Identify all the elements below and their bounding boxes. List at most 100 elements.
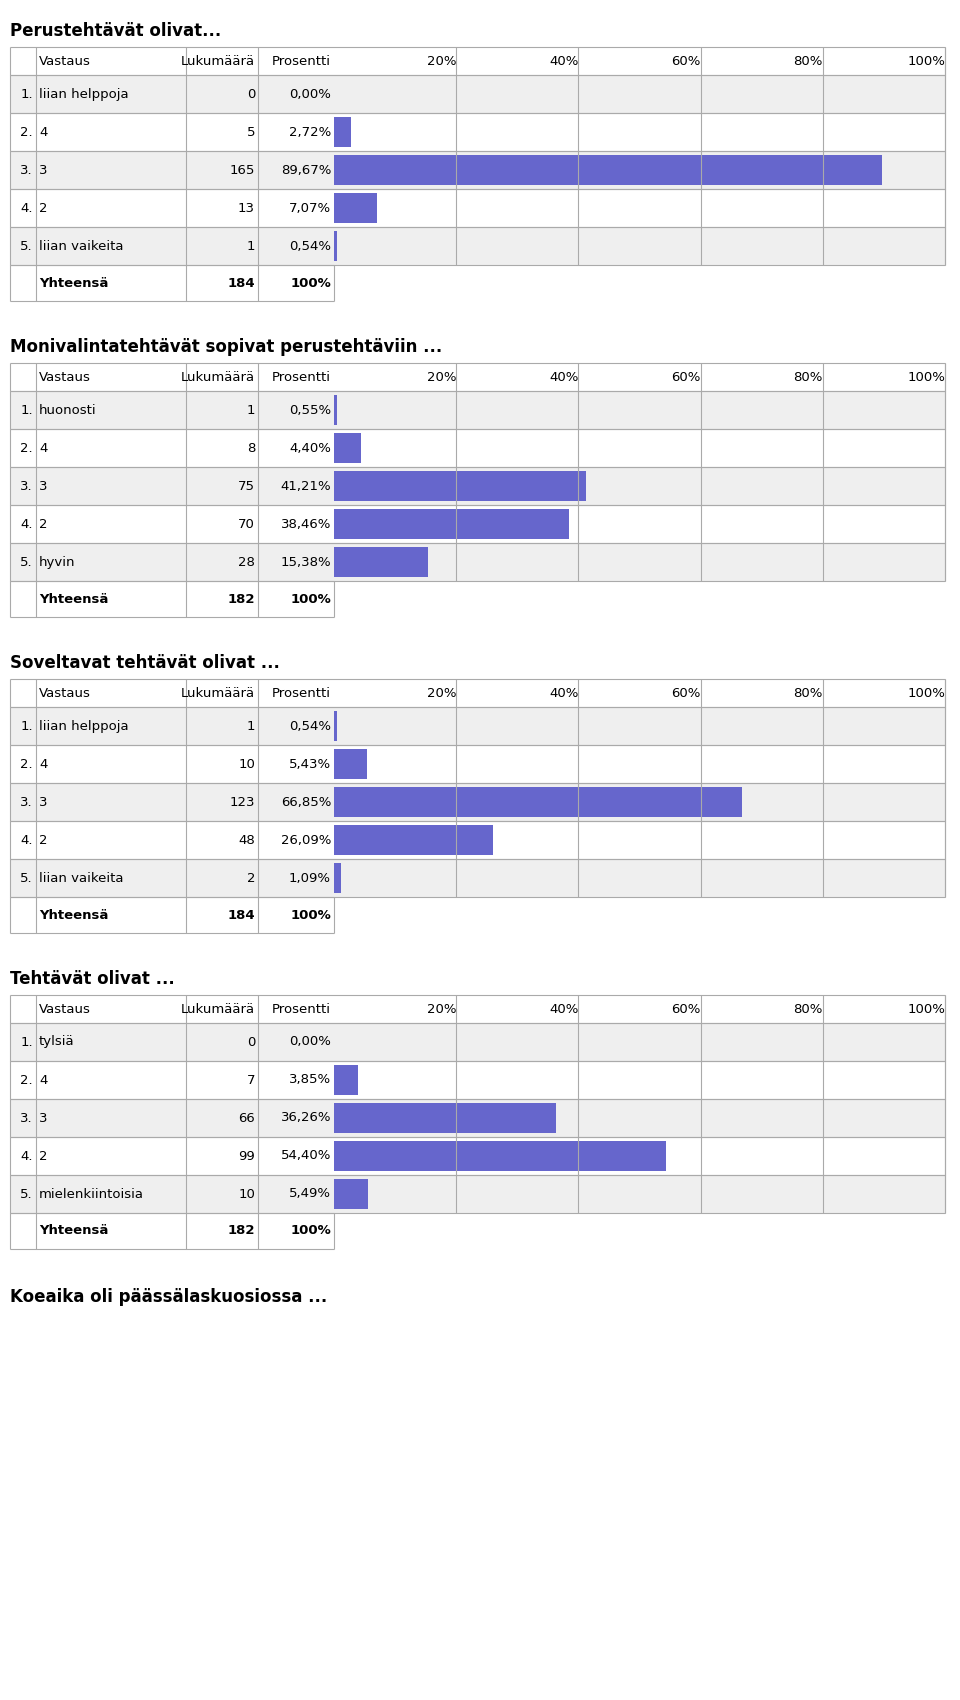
- Text: 66,85%: 66,85%: [280, 796, 331, 809]
- Text: 80%: 80%: [793, 54, 823, 68]
- Text: 3: 3: [39, 163, 47, 177]
- Bar: [334, 1103, 556, 1132]
- Text: 3.: 3.: [20, 163, 33, 177]
- Bar: [10, 228, 945, 265]
- Text: 100%: 100%: [907, 687, 945, 699]
- Text: 4.: 4.: [20, 1149, 33, 1163]
- Text: 4: 4: [39, 1073, 47, 1086]
- Text: hyvin: hyvin: [39, 556, 76, 568]
- Text: liian helppoja: liian helppoja: [39, 719, 129, 733]
- Bar: [10, 505, 945, 542]
- Text: Yhteensä: Yhteensä: [39, 593, 108, 605]
- Text: 0,54%: 0,54%: [289, 240, 331, 253]
- Text: 40%: 40%: [549, 1003, 578, 1015]
- Text: 40%: 40%: [549, 371, 578, 384]
- Text: Lukumäärä: Lukumäärä: [180, 1003, 255, 1015]
- Bar: [10, 1214, 334, 1250]
- Bar: [10, 784, 945, 821]
- Bar: [334, 194, 377, 223]
- Text: 100%: 100%: [290, 1224, 331, 1238]
- Text: 2: 2: [39, 833, 47, 847]
- Text: Prosentti: Prosentti: [272, 54, 331, 68]
- Text: 40%: 40%: [549, 54, 578, 68]
- Text: 100%: 100%: [907, 1003, 945, 1015]
- Text: 4,40%: 4,40%: [289, 442, 331, 454]
- Text: Tehtävät olivat ...: Tehtävät olivat ...: [10, 971, 175, 988]
- Bar: [334, 1180, 368, 1209]
- Text: 8: 8: [247, 442, 255, 454]
- Text: 0: 0: [247, 87, 255, 100]
- Text: huonosti: huonosti: [39, 403, 97, 416]
- Text: tylsiä: tylsiä: [39, 1035, 75, 1049]
- Text: 38,46%: 38,46%: [280, 517, 331, 530]
- Text: Lukumäärä: Lukumäärä: [180, 687, 255, 699]
- Bar: [10, 994, 945, 1023]
- Text: 36,26%: 36,26%: [280, 1112, 331, 1124]
- Bar: [10, 898, 334, 933]
- Bar: [10, 112, 945, 151]
- Bar: [10, 391, 945, 428]
- Text: 182: 182: [228, 1224, 255, 1238]
- Text: Lukumäärä: Lukumäärä: [180, 371, 255, 384]
- Text: 5: 5: [247, 126, 255, 138]
- Text: 10: 10: [238, 1188, 255, 1200]
- Bar: [10, 75, 945, 112]
- Text: 3: 3: [39, 479, 47, 493]
- Bar: [334, 547, 428, 576]
- Text: 60%: 60%: [671, 1003, 701, 1015]
- Text: 5,43%: 5,43%: [289, 758, 331, 770]
- Text: 3.: 3.: [20, 479, 33, 493]
- Bar: [10, 48, 945, 75]
- Bar: [334, 750, 367, 779]
- Text: 80%: 80%: [793, 1003, 823, 1015]
- Bar: [10, 1098, 945, 1137]
- Text: 1.: 1.: [20, 1035, 33, 1049]
- Text: 20%: 20%: [426, 687, 456, 699]
- Text: Yhteensä: Yhteensä: [39, 277, 108, 289]
- Text: 2.: 2.: [20, 758, 33, 770]
- Text: Prosentti: Prosentti: [272, 1003, 331, 1015]
- Text: Monivalintatehtävät sopivat perustehtäviin ...: Monivalintatehtävät sopivat perustehtävi…: [10, 338, 443, 355]
- Bar: [334, 787, 742, 818]
- Bar: [334, 864, 341, 892]
- Bar: [334, 508, 569, 539]
- Bar: [10, 678, 945, 707]
- Bar: [334, 711, 337, 741]
- Text: 3: 3: [39, 796, 47, 809]
- Text: Prosentti: Prosentti: [272, 371, 331, 384]
- Bar: [334, 1141, 666, 1171]
- Text: 2.: 2.: [20, 442, 33, 454]
- Text: 5.: 5.: [20, 1188, 33, 1200]
- Bar: [10, 858, 945, 898]
- Text: Prosentti: Prosentti: [272, 687, 331, 699]
- Text: 60%: 60%: [671, 54, 701, 68]
- Text: Koeaika oli päässälaskuosiossa ...: Koeaika oli päässälaskuosiossa ...: [10, 1289, 327, 1306]
- Bar: [10, 151, 945, 189]
- Text: 41,21%: 41,21%: [280, 479, 331, 493]
- Text: 70: 70: [238, 517, 255, 530]
- Text: 165: 165: [229, 163, 255, 177]
- Text: 10: 10: [238, 758, 255, 770]
- Text: 20%: 20%: [426, 54, 456, 68]
- Text: Perustehtävät olivat...: Perustehtävät olivat...: [10, 22, 221, 41]
- Text: 4.: 4.: [20, 202, 33, 214]
- Text: 60%: 60%: [671, 371, 701, 384]
- Text: 0,55%: 0,55%: [289, 403, 331, 416]
- Text: 89,67%: 89,67%: [280, 163, 331, 177]
- Text: Lukumäärä: Lukumäärä: [180, 54, 255, 68]
- Text: 182: 182: [228, 593, 255, 605]
- Bar: [334, 434, 361, 462]
- Bar: [10, 189, 945, 228]
- Bar: [10, 542, 945, 581]
- Text: 1.: 1.: [20, 719, 33, 733]
- Text: 184: 184: [228, 908, 255, 921]
- Bar: [334, 824, 493, 855]
- Text: 1.: 1.: [20, 403, 33, 416]
- Text: 0,54%: 0,54%: [289, 719, 331, 733]
- Text: 1: 1: [247, 403, 255, 416]
- Bar: [10, 1061, 945, 1098]
- Text: 20%: 20%: [426, 1003, 456, 1015]
- Bar: [334, 1064, 357, 1095]
- Bar: [10, 468, 945, 505]
- Bar: [10, 821, 945, 858]
